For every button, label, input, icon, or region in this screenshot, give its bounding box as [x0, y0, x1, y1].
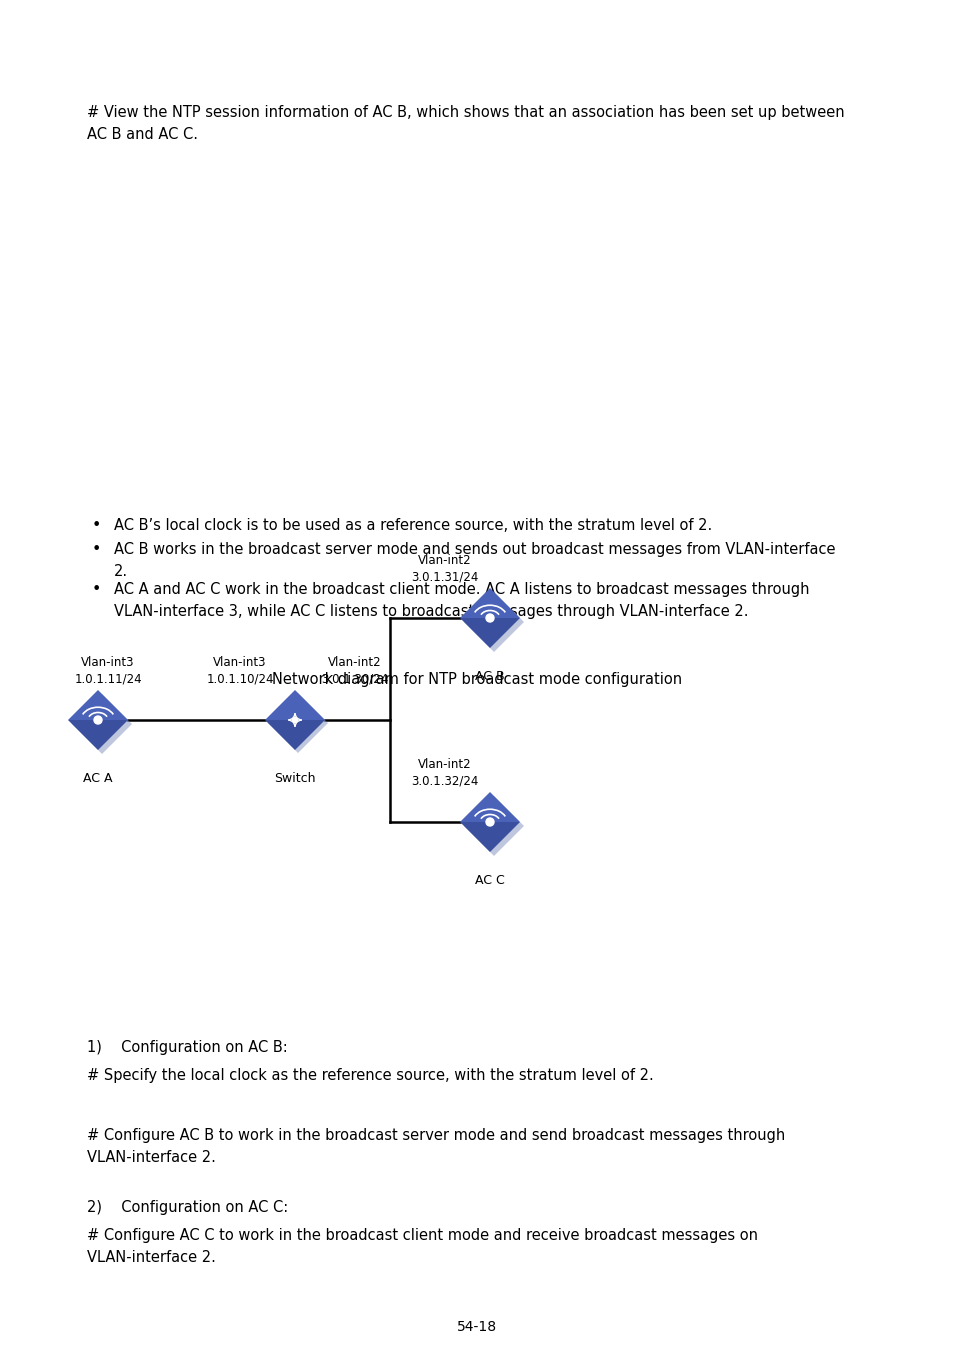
Polygon shape — [265, 720, 325, 751]
Polygon shape — [459, 618, 519, 648]
Text: # Configure AC C to work in the broadcast client mode and receive broadcast mess: # Configure AC C to work in the broadcas… — [87, 1228, 758, 1265]
Text: AC B works in the broadcast server mode and sends out broadcast messages from VL: AC B works in the broadcast server mode … — [113, 541, 835, 579]
Polygon shape — [68, 690, 128, 720]
Text: AC B: AC B — [475, 670, 504, 683]
Polygon shape — [265, 690, 325, 720]
Text: # View the NTP session information of AC B, which shows that an association has : # View the NTP session information of AC… — [87, 105, 843, 142]
Text: Network diagram for NTP broadcast mode configuration: Network diagram for NTP broadcast mode c… — [272, 672, 681, 687]
Polygon shape — [463, 593, 523, 652]
Text: Vlan-int2
3.0.1.32/24: Vlan-int2 3.0.1.32/24 — [411, 757, 478, 787]
Text: •: • — [91, 582, 101, 597]
Text: •: • — [91, 518, 101, 533]
Text: Vlan-int3
1.0.1.11/24: Vlan-int3 1.0.1.11/24 — [74, 656, 142, 684]
Text: AC A: AC A — [83, 772, 112, 784]
Polygon shape — [459, 589, 519, 618]
Text: AC C: AC C — [475, 873, 504, 887]
Polygon shape — [463, 796, 523, 856]
Text: Vlan-int3
1.0.1.10/24: Vlan-int3 1.0.1.10/24 — [206, 656, 274, 684]
Text: 1)  Configuration on AC B:: 1) Configuration on AC B: — [87, 1040, 288, 1054]
Text: Vlan-int2
3.0.1.30/24: Vlan-int2 3.0.1.30/24 — [321, 656, 388, 684]
Circle shape — [94, 716, 102, 724]
Text: # Specify the local clock as the reference source, with the stratum level of 2.: # Specify the local clock as the referen… — [87, 1068, 653, 1083]
Circle shape — [293, 717, 297, 722]
Polygon shape — [459, 792, 519, 822]
Polygon shape — [68, 720, 128, 751]
Text: AC B’s local clock is to be used as a reference source, with the stratum level o: AC B’s local clock is to be used as a re… — [113, 518, 712, 533]
Circle shape — [485, 818, 494, 826]
Text: # Configure AC B to work in the broadcast server mode and send broadcast message: # Configure AC B to work in the broadcas… — [87, 1129, 784, 1165]
Text: AC A and AC C work in the broadcast client mode. AC A listens to broadcast messa: AC A and AC C work in the broadcast clie… — [113, 582, 809, 620]
Circle shape — [485, 614, 494, 622]
Text: •: • — [91, 541, 101, 558]
Text: Vlan-int2
3.0.1.31/24: Vlan-int2 3.0.1.31/24 — [411, 554, 478, 583]
Text: 2)  Configuration on AC C:: 2) Configuration on AC C: — [87, 1200, 288, 1215]
Text: Switch: Switch — [274, 772, 315, 784]
Polygon shape — [71, 694, 132, 755]
Polygon shape — [459, 822, 519, 852]
Polygon shape — [268, 693, 328, 753]
Text: 54-18: 54-18 — [456, 1320, 497, 1334]
